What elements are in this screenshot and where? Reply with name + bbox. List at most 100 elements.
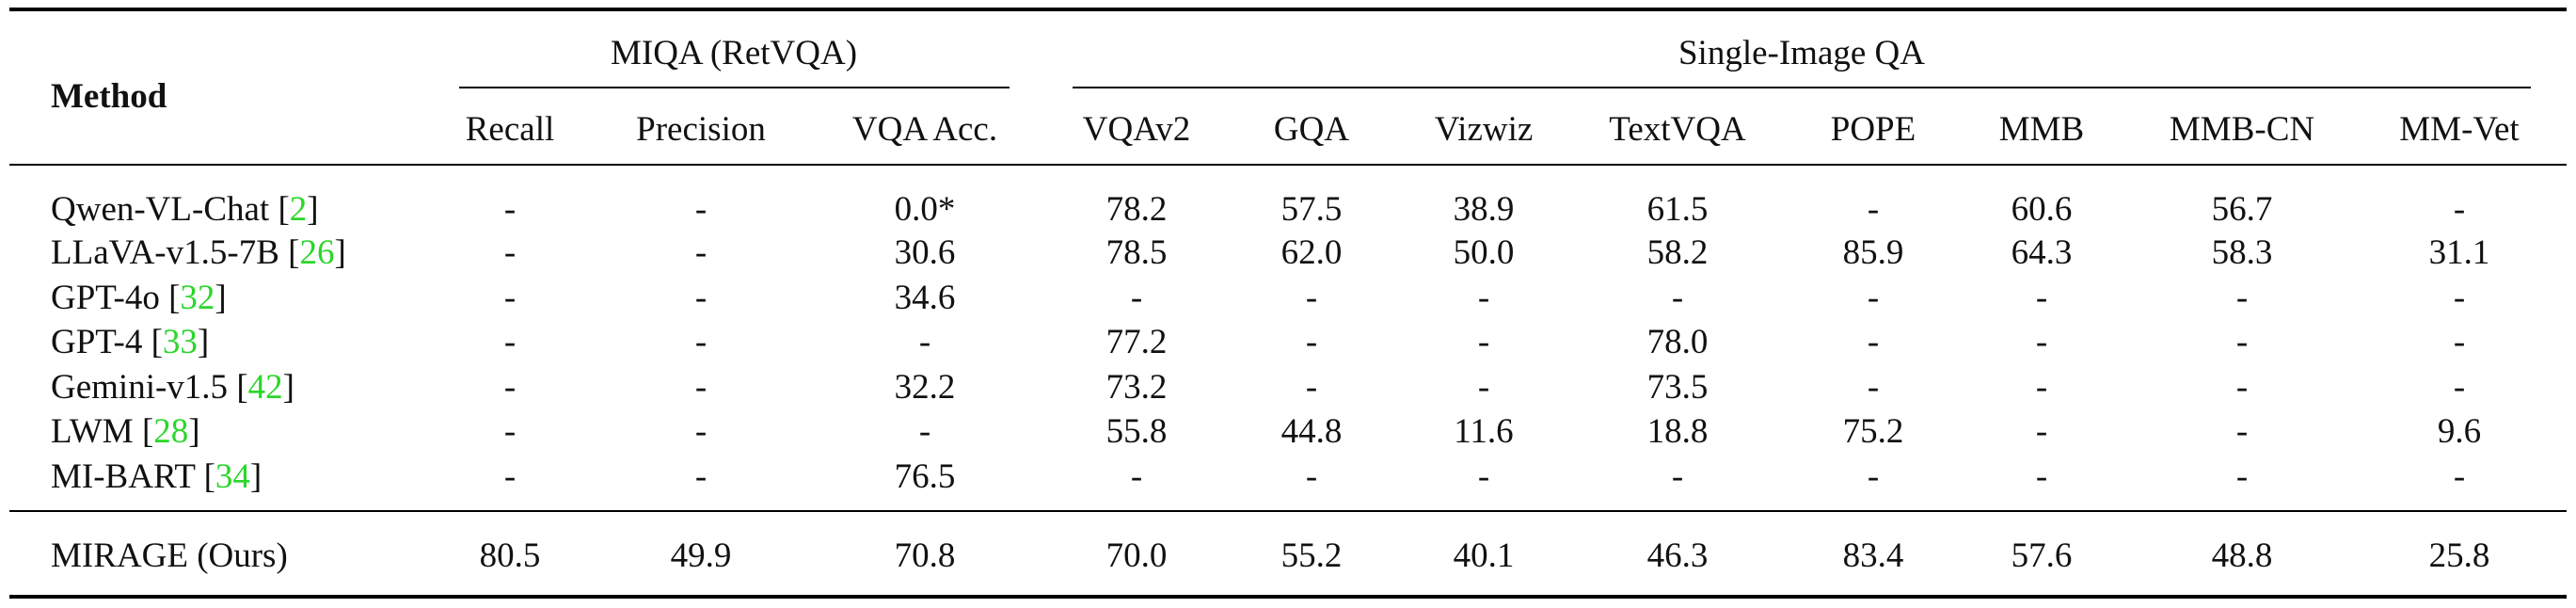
citation-close-bracket: ] (197, 323, 210, 361)
ours-value-cell: 57.6 (2011, 536, 2073, 575)
citation-number: 2 (289, 190, 308, 229)
citation-close-bracket: ] (249, 457, 262, 496)
column-header: Vizwiz (1434, 110, 1534, 149)
value-cell: - (2035, 323, 2048, 361)
ours-value-cell: 48.8 (2211, 536, 2273, 575)
citation-close-bracket: ] (215, 279, 227, 317)
bottom-rule (9, 595, 2567, 599)
value-cell: - (1305, 279, 1318, 317)
ours-value-cell: 70.8 (894, 536, 956, 575)
value-cell: - (2235, 412, 2249, 451)
citation-close-bracket: ] (334, 233, 346, 272)
value-cell: - (1305, 457, 1318, 496)
value-cell: 50.0 (1453, 233, 1515, 272)
value-cell: - (1671, 279, 1684, 317)
value-cell: - (1477, 279, 1490, 317)
single-qa-group-header: Single-Image QA (1678, 34, 1926, 72)
value-cell: 56.7 (2211, 190, 2273, 229)
value-cell: - (2453, 457, 2466, 496)
value-cell: - (1867, 323, 1880, 361)
value-cell: - (694, 279, 708, 317)
citation-open-bracket: [ (228, 368, 248, 407)
method-cell: Qwen-VL-Chat [2] (51, 192, 319, 227)
citation-open-bracket: [ (278, 233, 300, 272)
column-header: VQAv2 (1082, 110, 1191, 149)
ours-value-cell: 70.0 (1105, 536, 1168, 575)
method-cell: Gemini-v1.5 [42] (51, 370, 294, 405)
method-cell: GPT-4o [32] (51, 280, 227, 315)
ours-value-cell: 55.2 (1280, 536, 1343, 575)
ours-separator-rule (9, 510, 2567, 512)
value-cell: 57.5 (1280, 190, 1343, 229)
value-cell: - (1867, 368, 1880, 407)
value-cell: - (1305, 323, 1318, 361)
method-name: GPT-4o (51, 279, 160, 317)
value-cell: - (2453, 323, 2466, 361)
value-cell: 44.8 (1280, 412, 1343, 451)
value-cell: - (2235, 368, 2249, 407)
value-cell: - (2453, 368, 2466, 407)
citation-number: 32 (180, 279, 215, 317)
ours-value-cell: 25.8 (2428, 536, 2490, 575)
value-cell: - (1130, 279, 1143, 317)
column-header: Recall (465, 110, 555, 149)
value-cell: - (694, 323, 708, 361)
value-cell: 77.2 (1105, 323, 1168, 361)
ours-value-cell: 40.1 (1453, 536, 1515, 575)
citation-open-bracket: [ (159, 279, 181, 317)
value-cell: - (918, 323, 931, 361)
method-header: Method (51, 77, 167, 116)
value-cell: 18.8 (1646, 412, 1709, 451)
value-cell: - (503, 233, 517, 272)
value-cell: - (2035, 368, 2048, 407)
citation-close-bracket: ] (282, 368, 294, 407)
column-header: GQA (1273, 110, 1350, 149)
ours-method-cell: MIRAGE (Ours) (51, 536, 288, 575)
value-cell: - (1867, 190, 1880, 229)
value-cell: - (694, 190, 708, 229)
citation-open-bracket: [ (142, 323, 163, 361)
value-cell: - (1305, 368, 1318, 407)
value-cell: - (1130, 457, 1143, 496)
citation-close-bracket: ] (307, 190, 319, 229)
citation-open-bracket: [ (195, 457, 215, 496)
column-header: MMB-CN (2169, 110, 2315, 149)
method-cell: MI-BART [34] (51, 459, 262, 494)
citation-number: 33 (162, 323, 198, 361)
value-cell: 58.3 (2211, 233, 2273, 272)
ours-value-cell: 83.4 (1842, 536, 1904, 575)
value-cell: - (2035, 279, 2048, 317)
value-cell: 9.6 (2437, 412, 2482, 451)
method-name: MI-BART (51, 457, 196, 496)
value-cell: 58.2 (1646, 233, 1709, 272)
value-cell: - (694, 368, 708, 407)
value-cell: - (503, 323, 517, 361)
value-cell: - (1477, 457, 1490, 496)
value-cell: 60.6 (2011, 190, 2073, 229)
column-header: TextVQA (1609, 110, 1746, 149)
value-cell: 78.0 (1646, 323, 1709, 361)
ours-value-cell: 80.5 (479, 536, 541, 575)
method-cell: GPT-4 [33] (51, 325, 209, 360)
single-qa-group-underline (1073, 87, 2531, 88)
value-cell: - (1477, 368, 1490, 407)
method-cell: LLaVA-v1.5-7B [26] (51, 235, 346, 270)
citation-number: 42 (247, 368, 283, 407)
value-cell: - (503, 190, 517, 229)
value-cell: - (2453, 190, 2466, 229)
column-header: Precision (636, 110, 766, 149)
value-cell: 11.6 (1454, 412, 1514, 451)
value-cell: 64.3 (2011, 233, 2073, 272)
value-cell: - (918, 412, 931, 451)
value-cell: - (1867, 279, 1880, 317)
value-cell: 31.1 (2428, 233, 2490, 272)
value-cell: - (1477, 323, 1490, 361)
value-cell: 32.2 (894, 368, 956, 407)
value-cell: 55.8 (1105, 412, 1168, 451)
value-cell: 34.6 (894, 279, 956, 317)
value-cell: - (2035, 412, 2048, 451)
citation-number: 26 (299, 233, 335, 272)
value-cell: 75.2 (1842, 412, 1904, 451)
value-cell: - (503, 412, 517, 451)
miqa-group-header: MIQA (RetVQA) (610, 34, 858, 72)
